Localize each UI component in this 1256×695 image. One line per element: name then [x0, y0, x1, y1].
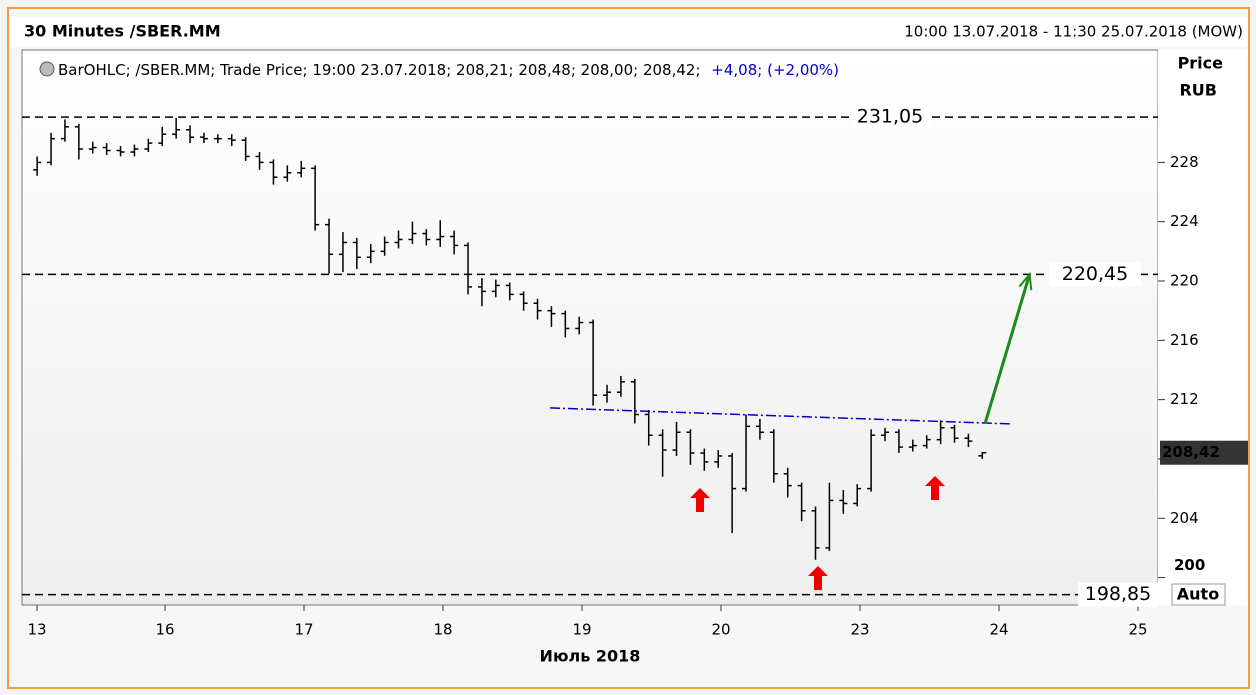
x-tick-label: 20 — [711, 621, 730, 639]
y-tick-label: 224 — [1170, 212, 1199, 230]
red-arrow — [690, 488, 710, 512]
header — [9, 17, 1248, 47]
x-tick-label: 25 — [1128, 621, 1147, 639]
y-tick-label: 228 — [1170, 153, 1199, 171]
level-label-bg — [1049, 262, 1141, 287]
x-tick-label: 24 — [989, 621, 1008, 639]
red-arrow — [808, 566, 828, 590]
y-axis-panel — [1158, 50, 1248, 605]
y-axis-label: RUB — [1179, 81, 1217, 100]
level-label: 220,45 — [1062, 263, 1128, 285]
target-arrow-head — [1018, 271, 1033, 291]
date-range: 10:00 13.07.2018 - 11:30 25.07.2018 (MOW… — [904, 23, 1243, 41]
trend-line — [550, 407, 1012, 425]
x-tick-label: 23 — [850, 621, 869, 639]
legend-text: BarOHLC; /SBER.MM; Trade Price; 19:00 23… — [58, 61, 839, 79]
y-tick-label: 212 — [1170, 390, 1199, 408]
x-tick-label: 19 — [572, 621, 591, 639]
x-tick-label: 18 — [433, 621, 452, 639]
auto-button-label[interactable]: Auto — [1177, 585, 1219, 604]
level-label: 231,05 — [857, 106, 923, 128]
last-price-label: 208,42 — [1162, 443, 1220, 461]
x-axis-label: Июль 2018 — [540, 647, 641, 666]
x-tick-label: 17 — [294, 621, 313, 639]
level-label: 198,85 — [1085, 583, 1151, 605]
y-tick-label: 220 — [1170, 272, 1199, 290]
signal-arrows — [690, 476, 945, 590]
y-tick-label: 200 — [1174, 556, 1205, 574]
level-label-bg — [850, 105, 930, 130]
x-tick-label: 13 — [27, 621, 46, 639]
legend-change: +4,08; (+2,00%) — [711, 61, 839, 79]
chart-title: 30 Minutes /SBER.MM — [24, 22, 221, 41]
legend-icon — [39, 61, 55, 77]
x-tick-label: 16 — [155, 621, 174, 639]
y-axis-label: Price — [1178, 54, 1224, 73]
plot-area — [21, 49, 1159, 606]
auto-button[interactable] — [1171, 583, 1226, 606]
last-price-box — [1160, 440, 1248, 465]
y-tick-label: 204 — [1170, 509, 1199, 527]
legend-main: BarOHLC; /SBER.MM; Trade Price; 19:00 23… — [58, 61, 701, 79]
target-arrow — [983, 273, 1032, 424]
level-label-bg — [1078, 582, 1158, 607]
red-arrow — [925, 476, 945, 500]
y-tick-label: 216 — [1170, 331, 1199, 349]
